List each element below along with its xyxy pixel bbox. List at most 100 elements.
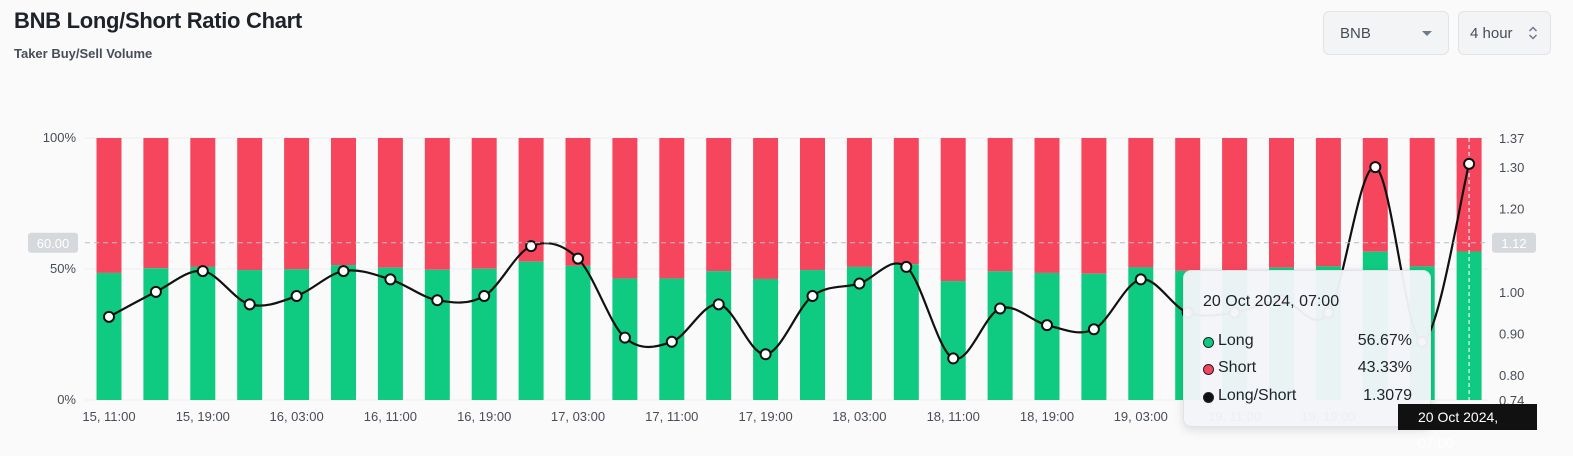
coin-select[interactable]: BNB [1323,11,1449,55]
ratio-point [431,294,444,307]
ratio-point [994,302,1007,315]
y-left-tick-label: 50% [50,261,76,276]
ratio-dot-icon [1203,392,1214,403]
tooltip-label: Long [1218,332,1254,349]
short-bar [1175,138,1201,271]
short-bar [753,138,779,279]
x-tick-label: 15, 11:00 [82,409,135,424]
short-bar [987,138,1013,272]
x-tick-label: 16, 03:00 [269,409,323,424]
y-right-tick-label: 1.30 [1499,160,1524,175]
x-tick-label: 19, 03:00 [1114,409,1168,424]
tooltip-row-short: Short 43.33% [1203,359,1412,379]
tooltip: 20 Oct 2024, 07:00 Long 56.67% Short 43.… [1183,270,1431,427]
ratio-point [853,277,866,290]
short-bar [846,138,872,267]
ratio-point [618,331,631,344]
short-bar [565,138,591,266]
short-bar [612,138,638,279]
short-bar [940,138,966,282]
tooltip-row-long: Long 56.67% [1203,332,1412,352]
short-bar [143,138,169,269]
page-title: BNB Long/Short Ratio Chart [14,8,302,33]
short-bar [1362,138,1388,252]
ratio-point [196,265,209,278]
long-bar [424,269,450,400]
interval-select[interactable]: 4 hour [1458,11,1551,55]
ratio-point [900,260,913,273]
tooltip-value: 1.3079 [1363,387,1412,404]
short-bar [377,138,403,268]
y-left-tick-label: 100% [43,130,77,145]
y-right-tick-label: 1.00 [1499,285,1524,300]
ratio-point [290,290,303,303]
ratio-point [665,335,678,348]
short-bar [424,138,450,270]
chevron-up-down-icon [1528,26,1538,40]
y-right-tick-label: 1.37 [1499,131,1524,146]
y-left-tick-label: 0% [57,392,76,407]
ratio-point [478,290,491,303]
x-tick-label: 18, 11:00 [927,409,980,424]
ratio-point [525,240,538,253]
long-bar [331,265,356,400]
ratio-point [759,348,772,361]
long-bar [940,281,966,400]
long-dot-icon [1203,337,1214,348]
short-bar [284,138,310,270]
x-tick-label: 18, 19:00 [1020,409,1074,424]
short-bar [331,138,356,266]
tooltip-value: 56.67% [1357,332,1412,349]
x-tick-label: 16, 19:00 [457,409,511,424]
short-bar [1409,138,1435,267]
short-bar [1081,138,1107,274]
y-right-tick-label: 1.20 [1499,202,1524,217]
crosshair-right-label: 1.12 [1501,236,1526,251]
short-bar [1128,138,1154,268]
long-bar [96,272,122,400]
crosshair-left-label: 60.00 [37,236,70,251]
ratio-point [947,352,960,365]
long-bar [800,270,825,400]
short-bar [706,138,732,272]
ratio-point [806,290,819,303]
page-subtitle: Taker Buy/Sell Volume [14,46,153,61]
ratio-point [1041,319,1053,332]
long-bar [565,265,591,400]
long-bar [190,266,216,400]
short-bar [96,138,122,273]
caret-down-icon [1422,31,1432,36]
long-bar [753,278,779,400]
short-bar [800,138,825,271]
ratio-point [1087,323,1100,336]
coin-select-value: BNB [1340,24,1371,42]
ratio-point [1134,273,1147,286]
x-tick-label: 15, 19:00 [176,409,230,424]
ratio-point [384,273,397,286]
short-dot-icon [1203,364,1214,375]
tooltip-value: 43.33% [1357,359,1412,376]
long-bar [284,269,310,400]
long-bar [1034,272,1060,400]
y-right-tick-label: 0.80 [1499,368,1524,383]
x-tick-label: 17, 03:00 [551,409,605,424]
crosshair-x-label: 20 Oct 2024, 07:00 [1398,404,1537,451]
x-tick-label: 17, 19:00 [738,409,792,424]
short-bar [1315,138,1341,267]
short-bar [190,138,216,267]
short-bar [237,138,263,271]
x-tick-label: 16, 11:00 [364,409,417,424]
long-bar [377,267,403,400]
short-bar [1034,138,1060,273]
short-bar [893,138,919,265]
long-bar [893,264,919,400]
ratio-point [243,298,256,311]
x-tick-label: 18, 03:00 [832,409,886,424]
ratio-point [1369,161,1382,174]
long-bar [987,271,1013,400]
ratio-point [149,285,162,298]
tooltip-date: 20 Oct 2024, 07:00 [1203,293,1340,310]
short-bar [471,138,497,269]
long-bar [706,271,732,400]
interval-select-value: 4 hour [1470,24,1513,42]
